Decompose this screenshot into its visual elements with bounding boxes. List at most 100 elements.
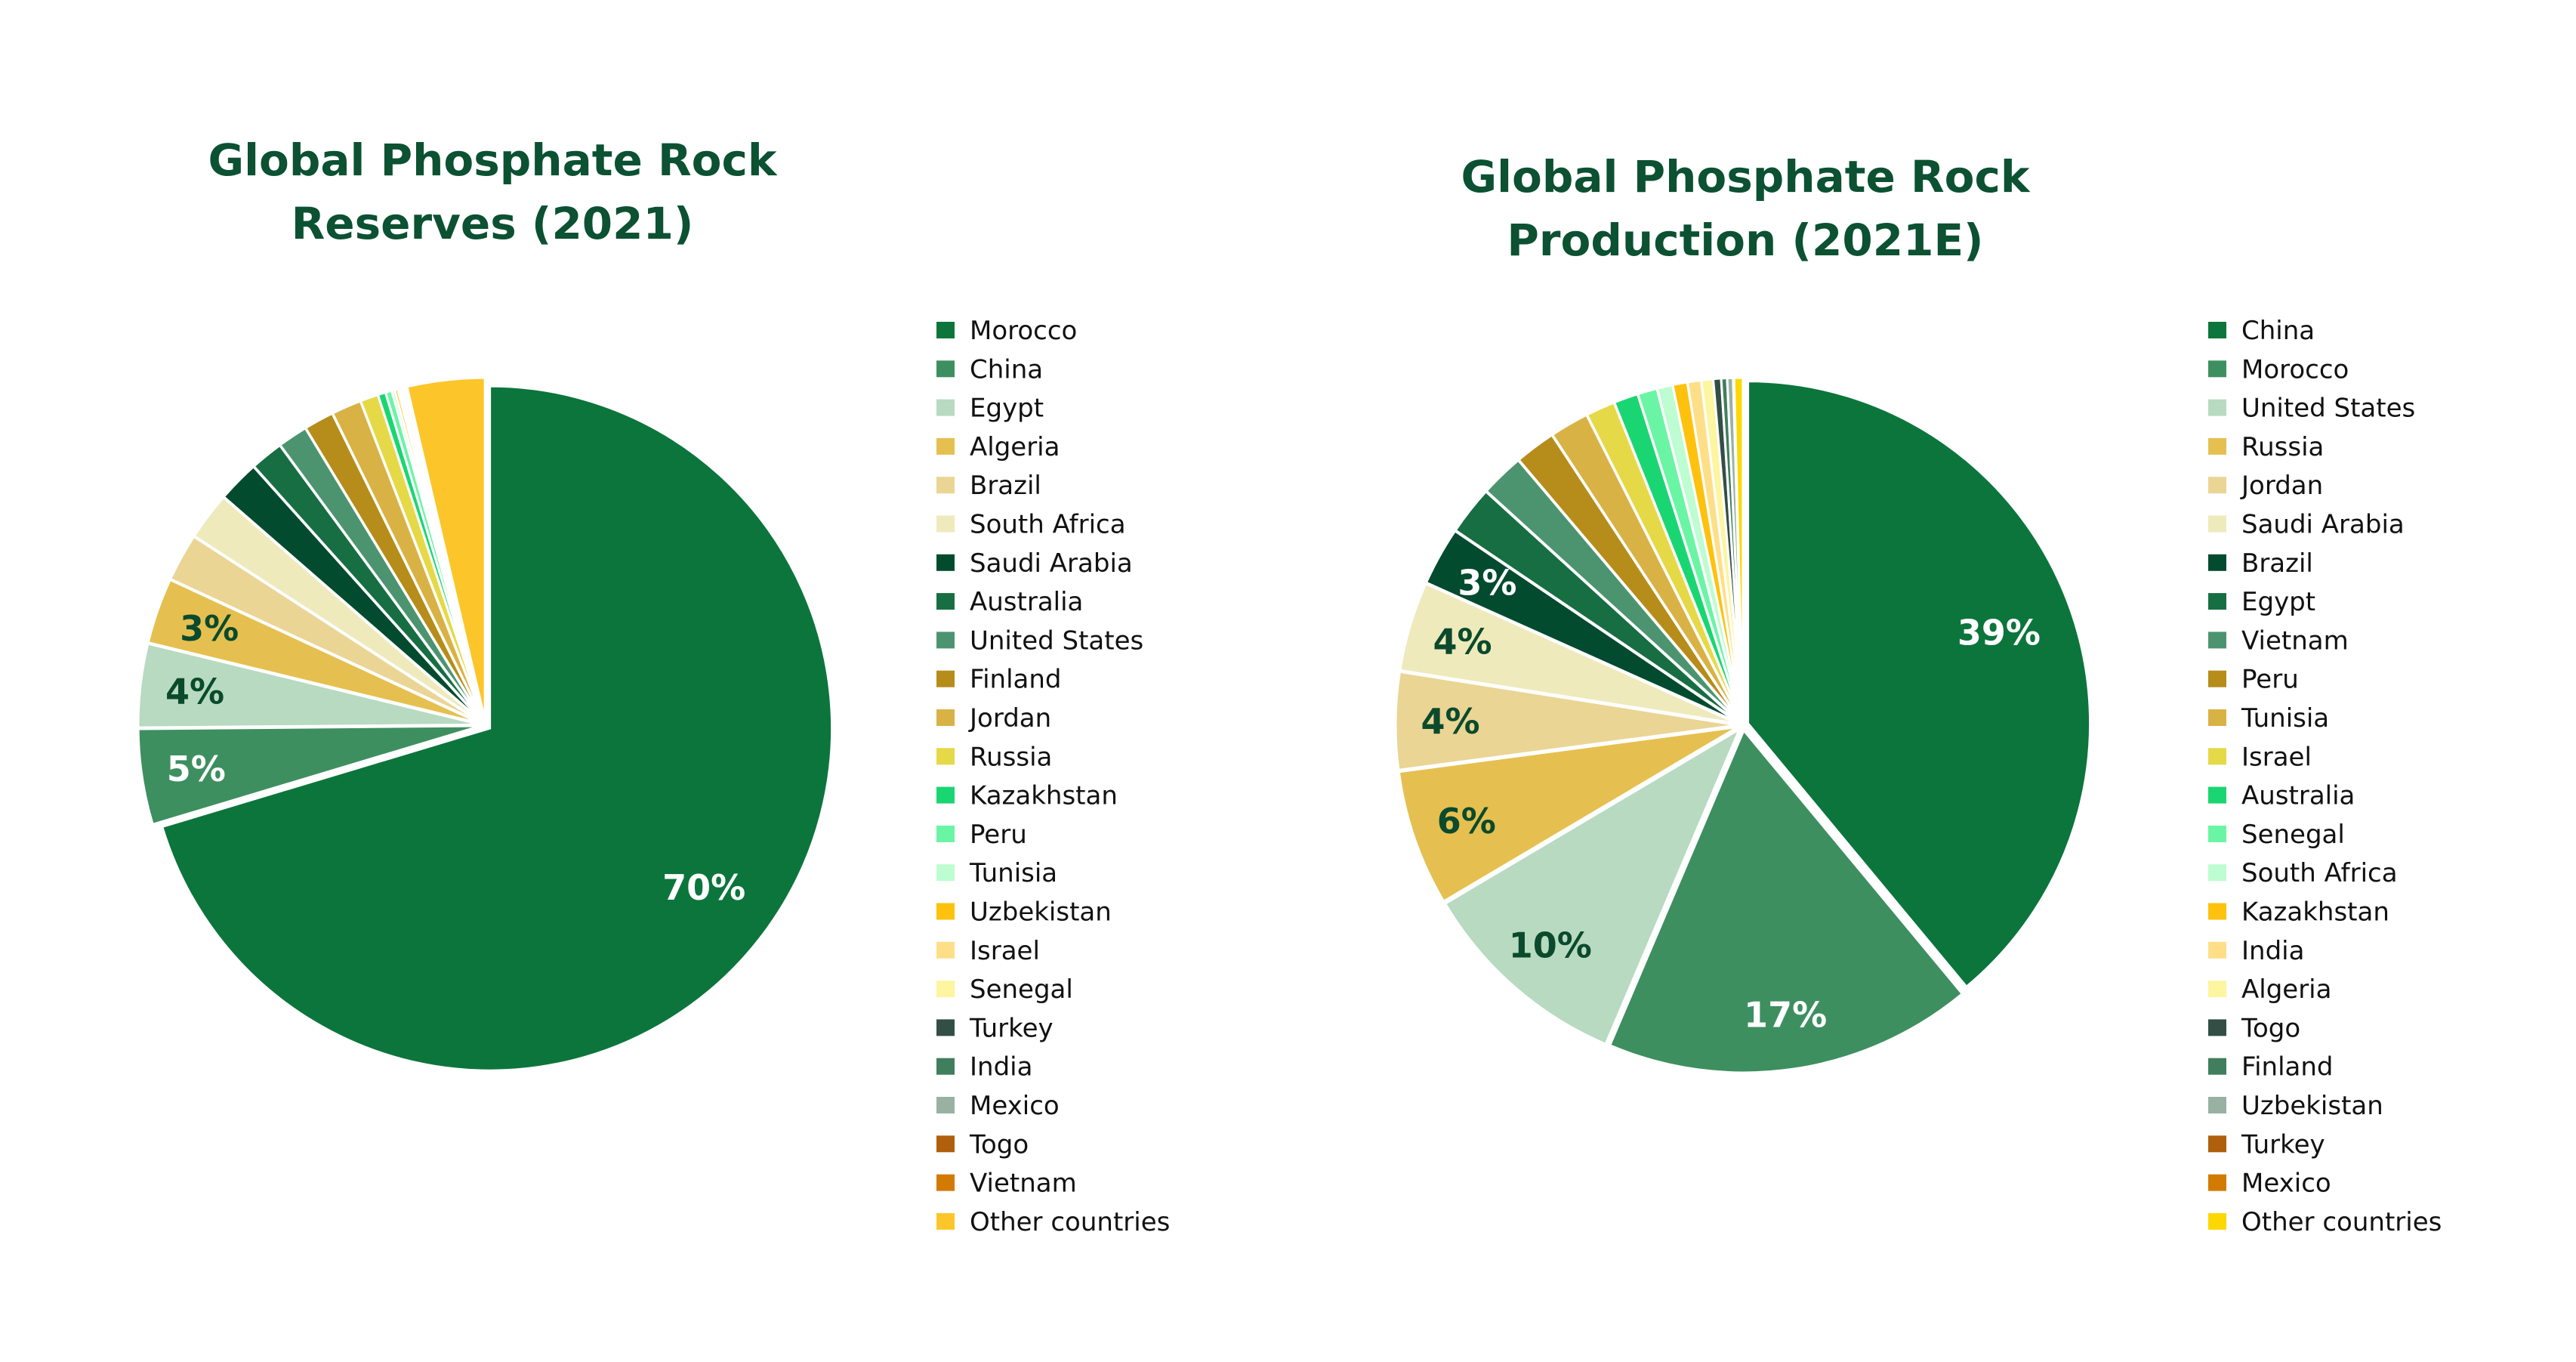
legend-swatch — [2208, 748, 2226, 765]
legend-item: Algeria — [2208, 974, 2331, 1005]
pie-slice-united-states — [1443, 726, 1742, 1046]
legend-item: Jordan — [936, 703, 1051, 734]
legend-swatch — [2208, 399, 2226, 416]
legend-item: Finland — [2208, 1052, 2334, 1082]
legend-item: Egypt — [2208, 587, 2315, 617]
chart-title: Global Phosphate Rock — [1461, 151, 2031, 202]
legend-swatch — [936, 748, 955, 765]
legend-swatch — [2208, 1019, 2226, 1036]
legend-item: Senegal — [2208, 820, 2345, 850]
legend-label: Russia — [2241, 432, 2324, 462]
legend-item: Russia — [2208, 432, 2324, 462]
legend-item: Uzbekistan — [2208, 1091, 2383, 1121]
legend-swatch — [936, 903, 955, 920]
legend-item: Tunisia — [2208, 703, 2329, 734]
legend: Morocco China Egypt Algeria Brazil South Afri… — [936, 316, 1170, 1237]
legend-swatch — [936, 1019, 955, 1036]
legend-swatch — [2208, 632, 2226, 649]
legend-label: Mexico — [970, 1091, 1060, 1121]
legend-label: United States — [970, 625, 1143, 656]
legend-swatch — [2208, 515, 2226, 533]
legend-label: Other countries — [2241, 1207, 2442, 1237]
legend-label: Israel — [970, 936, 1040, 966]
legend-label: Saudi Arabia — [2241, 510, 2405, 540]
legend-item: Uzbekistan — [936, 897, 1112, 928]
legend-label: Egypt — [970, 394, 1044, 424]
legend-label: Turkey — [2241, 1129, 2325, 1160]
legend-swatch — [2208, 437, 2226, 455]
legend-label: Senegal — [970, 974, 1073, 1005]
pie-slice-saudi-arabia — [1399, 582, 1738, 725]
legend-label: Vietnam — [2241, 625, 2349, 656]
legend-item: Vietnam — [936, 1169, 1077, 1199]
legend-item: United States — [2208, 394, 2415, 424]
pie-slice-jordan — [1394, 670, 1738, 772]
legend-item: Togo — [2208, 1013, 2300, 1043]
legend-swatch — [2208, 941, 2226, 959]
legend-swatch — [2208, 786, 2226, 804]
legend-swatch — [936, 437, 955, 455]
legend-item: China — [936, 354, 1043, 385]
legend-swatch — [2208, 593, 2226, 610]
slice-percent-label: 4% — [1421, 701, 1479, 742]
legend-swatch — [936, 981, 955, 998]
legend-label: Morocco — [2241, 354, 2349, 385]
legend-label: China — [2241, 316, 2315, 346]
legend-swatch — [936, 825, 955, 842]
legend-item: Jordan — [2208, 471, 2323, 501]
legend-label: Egypt — [2241, 587, 2315, 617]
legend-item: Saudi Arabia — [936, 548, 1133, 579]
legend-item: Peru — [2208, 665, 2299, 695]
legend-label: China — [970, 354, 1043, 385]
legend-label: United States — [2241, 394, 2415, 424]
legend-item: Togo — [936, 1129, 1029, 1160]
legend-item: Turkey — [2208, 1129, 2325, 1160]
slice-percent-label: 5% — [167, 749, 226, 789]
pie-chart-2: Global Phosphate Rock Production (2021E) 3… — [1394, 151, 2442, 1237]
legend-swatch — [936, 593, 955, 610]
legend-item: Israel — [2208, 742, 2312, 772]
legend-swatch — [2208, 360, 2226, 378]
legend-label: Russia — [970, 742, 1052, 772]
legend-item: Other countries — [2208, 1207, 2442, 1237]
legend-label: Turkey — [969, 1013, 1054, 1043]
slice-percent-label: 39% — [1957, 613, 2041, 653]
slice-percent-label: 3% — [1458, 563, 1516, 604]
legend-label: Uzbekistan — [2241, 1091, 2383, 1121]
legend-item: Brazil — [936, 471, 1041, 501]
legend-swatch — [2208, 1174, 2226, 1191]
legend-swatch — [936, 515, 955, 533]
chart-title: Production (2021E) — [1507, 215, 1983, 266]
legend-item: China — [2208, 316, 2315, 346]
slice-percent-label: 4% — [165, 672, 224, 712]
legend-swatch — [936, 1212, 955, 1230]
legend-swatch — [936, 399, 955, 416]
legend-label: India — [970, 1052, 1032, 1082]
legend-swatch — [2208, 1058, 2226, 1075]
legend-label: Australia — [970, 587, 1083, 617]
legend-label: Uzbekistan — [970, 897, 1112, 928]
legend-label: Brazil — [970, 471, 1041, 501]
legend-swatch — [2208, 670, 2226, 687]
legend-item: Vietnam — [2208, 625, 2349, 656]
legend-label: Peru — [970, 820, 1027, 850]
pie-slice-china — [137, 724, 481, 826]
legend-item: Morocco — [936, 316, 1077, 346]
legend-item: Australia — [2208, 781, 2355, 811]
legend-swatch — [936, 360, 955, 378]
legend-label: Other countries — [970, 1207, 1170, 1237]
legend-swatch — [936, 864, 955, 882]
slice-percent-label: 4% — [1433, 622, 1492, 662]
legend-swatch — [2208, 1097, 2226, 1113]
pie-slice-china — [1747, 380, 2092, 989]
legend-swatch — [936, 477, 955, 494]
legend-item: Morocco — [2208, 354, 2349, 385]
legend-label: Tunisia — [2241, 703, 2329, 734]
legend-item: Brazil — [2208, 548, 2313, 579]
legend-swatch — [936, 1058, 955, 1075]
legend-swatch — [2208, 709, 2226, 726]
legend-swatch — [2208, 864, 2226, 882]
slice-percent-label: 10% — [1509, 925, 1592, 966]
legend-label: Australia — [2241, 781, 2355, 811]
legend-swatch — [936, 632, 955, 649]
